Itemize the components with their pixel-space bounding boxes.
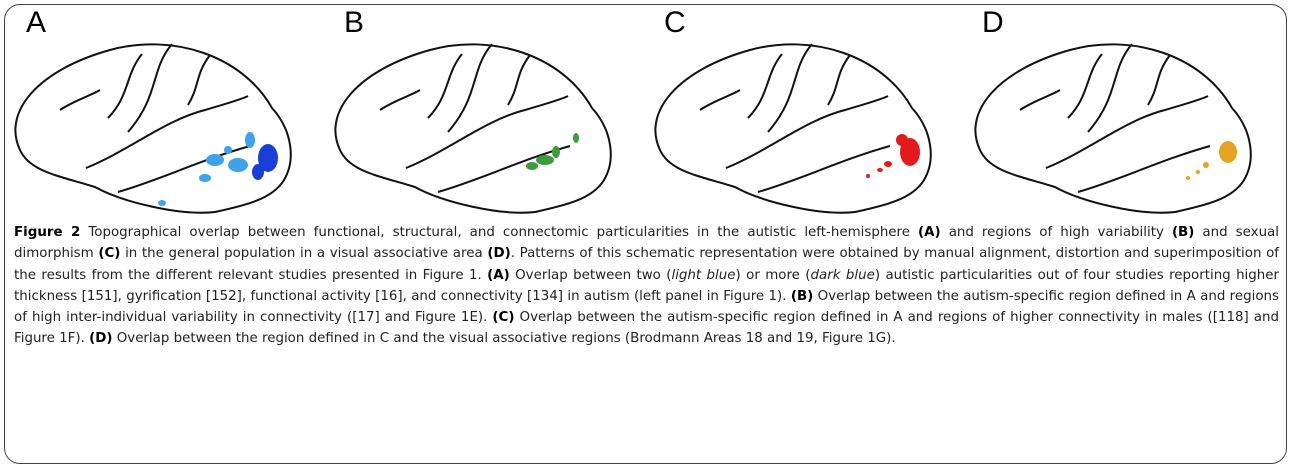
caption-ref: (B) [1172,225,1194,240]
caption-ref: (C) [98,246,120,261]
caption-ref: (B) [791,289,813,304]
caption-text: Topographical overlap between functional… [80,225,918,240]
caption-ref: (A) [487,268,510,283]
panel-b: B [335,6,610,213]
brain-outline [975,44,1250,213]
caption-text: Overlap between the region defined in C … [112,331,895,346]
panel-c: C [655,6,930,213]
panel-a: A [15,6,290,213]
caption-label: Figure 2 [14,225,80,240]
figure-panels: A B C D [0,0,1293,220]
panel-label: D [982,6,1004,39]
caption-text: ) or more ( [736,268,811,283]
caption-text: in the general population in a visual as… [120,246,487,261]
overlap-region [526,133,579,170]
page: A B C D Figure 2 To [0,0,1293,455]
caption-text: and regions of high variability [941,225,1172,240]
caption-emphasis: light blue [671,268,735,283]
caption-text: Overlap between two ( [510,268,672,283]
overlap-dark [252,144,278,180]
brain-outline [335,44,610,213]
caption-ref: (D) [89,331,112,346]
caption-ref: (A) [918,225,941,240]
overlap-region [1186,141,1237,180]
panel-label: B [344,6,364,39]
caption-ref: (D) [487,246,510,261]
caption-ref: (C) [492,310,514,325]
overlap-light [158,132,255,206]
panel-d: D [975,6,1250,213]
brain-outline [655,44,930,213]
overlap-region [866,134,920,178]
brain-outline [15,44,290,213]
panel-label: A [26,6,46,39]
caption-emphasis: dark blue [811,268,875,283]
figure-caption: Figure 2 Topographical overlap between f… [14,222,1279,350]
panel-label: C [664,6,686,39]
